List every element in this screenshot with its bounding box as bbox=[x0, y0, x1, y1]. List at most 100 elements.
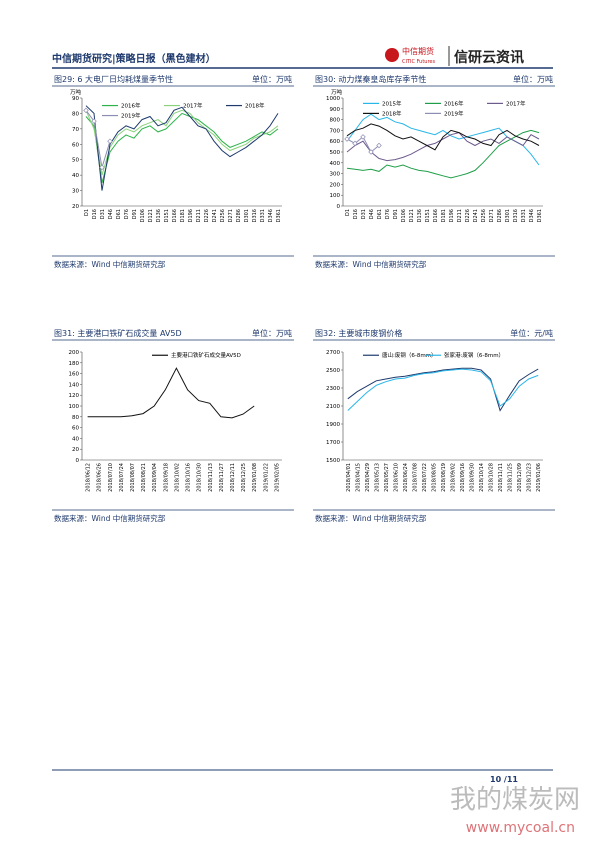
x-tick-label: 2019/01/22 bbox=[263, 463, 269, 492]
x-tick-label: 2018/08/07 bbox=[130, 463, 136, 492]
chart-unit: 单位：万吨 bbox=[252, 74, 292, 84]
x-tick-label: D166 bbox=[433, 209, 439, 222]
x-tick-label: D166 bbox=[172, 209, 178, 222]
x-tick-label: D241 bbox=[473, 209, 479, 222]
y-tick-label: 500 bbox=[330, 150, 341, 156]
logo-icon bbox=[385, 48, 399, 62]
x-tick-label: D151 bbox=[425, 209, 431, 222]
y-tick-label: 80 bbox=[72, 111, 79, 117]
y-tick-label: 0 bbox=[337, 204, 341, 210]
y-tick-label: 90 bbox=[72, 96, 79, 102]
x-tick-label: 2018/04/29 bbox=[365, 463, 371, 492]
x-tick-label: 2018/11/11 bbox=[498, 463, 504, 492]
x-tick-label: 2018/06/12 bbox=[86, 463, 92, 492]
chart-title: 图32: 主要城市废钢价格 bbox=[315, 328, 402, 338]
x-tick-label: D211 bbox=[196, 209, 202, 222]
series-line bbox=[85, 109, 279, 176]
x-tick-label: 2019/01/06 bbox=[536, 463, 542, 492]
legend-label: 唐山:废钢（6-8mm） bbox=[382, 351, 437, 359]
source: 数据来源：Wind 中信期货研究部 bbox=[54, 513, 166, 523]
series-line bbox=[87, 367, 255, 419]
x-tick-label: D16 bbox=[92, 209, 98, 219]
y-tick-label: 900 bbox=[330, 107, 341, 113]
legend-label: 2019年 bbox=[444, 109, 464, 117]
x-tick-label: D151 bbox=[164, 209, 170, 222]
logo: 中信期货 bbox=[402, 46, 434, 56]
x-tick-label: 2018/12/25 bbox=[241, 463, 247, 492]
logo-en: CITIC Futures bbox=[402, 59, 435, 65]
x-tick-label: D46 bbox=[369, 209, 375, 219]
x-tick-label: D286 bbox=[236, 209, 242, 222]
x-tick-label: 2019/01/08 bbox=[252, 463, 258, 492]
x-tick-label: 2018/10/02 bbox=[174, 463, 180, 492]
x-tick-label: D91 bbox=[132, 209, 138, 219]
x-tick-label: D181 bbox=[441, 209, 447, 222]
y-tick-label: 1700 bbox=[326, 440, 340, 446]
y-tick-label: 80 bbox=[72, 415, 79, 421]
y-tick-label: 2300 bbox=[326, 386, 340, 392]
x-tick-label: D106 bbox=[140, 209, 146, 222]
x-tick-label: 2018/11/27 bbox=[219, 463, 225, 492]
series-marker bbox=[344, 136, 350, 142]
x-tick-label: D196 bbox=[188, 209, 194, 222]
y-tick-label: 1000 bbox=[326, 96, 340, 102]
series-line bbox=[346, 129, 540, 179]
x-tick-label: D301 bbox=[505, 209, 511, 222]
x-tick-label: 2018/12/09 bbox=[517, 463, 523, 492]
chart-title: 图30: 动力煤秦皇岛库存季节性 bbox=[315, 74, 426, 84]
x-tick-label: 2018/10/16 bbox=[186, 463, 192, 492]
x-tick-label: 2018/07/08 bbox=[412, 463, 418, 492]
x-tick-label: D241 bbox=[212, 209, 218, 222]
chart-title: 图29: 6 大电厂日均耗煤量季节性 bbox=[54, 74, 173, 84]
y-tick-label: 2700 bbox=[326, 350, 340, 356]
x-tick-label: D46 bbox=[108, 209, 114, 219]
y-tick-label: 40 bbox=[72, 436, 79, 442]
y-axis-label: 万吨 bbox=[70, 88, 82, 96]
x-tick-label: D331 bbox=[521, 209, 527, 222]
y-tick-label: 50 bbox=[72, 158, 79, 164]
x-tick-label: 2018/10/14 bbox=[479, 463, 485, 492]
x-tick-label: D211 bbox=[457, 209, 463, 222]
x-tick-label: D286 bbox=[497, 209, 503, 222]
x-tick-label: D76 bbox=[385, 209, 391, 219]
y-tick-label: 800 bbox=[330, 118, 341, 124]
x-tick-label: D136 bbox=[156, 209, 162, 222]
legend-label: 张家港:废钢（6-8mm） bbox=[444, 351, 504, 359]
y-tick-label: 140 bbox=[69, 382, 80, 388]
y-tick-label: 20 bbox=[72, 447, 79, 453]
x-tick-label: D361 bbox=[537, 209, 543, 222]
x-tick-label: D331 bbox=[260, 209, 266, 222]
x-tick-label: 2018/07/10 bbox=[108, 463, 114, 492]
x-tick-label: D181 bbox=[180, 209, 186, 222]
x-tick-label: D1 bbox=[84, 209, 90, 216]
y-tick-label: 70 bbox=[72, 127, 79, 133]
x-tick-label: 2018/09/30 bbox=[470, 463, 476, 492]
x-tick-label: D31 bbox=[100, 209, 106, 219]
x-tick-label: 2019/02/05 bbox=[274, 463, 280, 492]
series-line bbox=[346, 132, 540, 162]
y-tick-label: 200 bbox=[330, 182, 341, 188]
legend-label: 2019年 bbox=[121, 112, 141, 120]
y-tick-label: 400 bbox=[330, 161, 341, 167]
series-line bbox=[85, 110, 111, 168]
y-tick-label: 180 bbox=[69, 361, 80, 367]
x-tick-label: D121 bbox=[409, 209, 415, 222]
x-tick-label: D61 bbox=[116, 209, 122, 219]
x-tick-label: D76 bbox=[124, 209, 130, 219]
x-tick-label: D256 bbox=[481, 209, 487, 222]
legend-label: 2016年 bbox=[444, 99, 464, 107]
x-tick-label: D226 bbox=[204, 209, 210, 222]
y-tick-label: 2100 bbox=[326, 404, 340, 410]
legend-label: 2017年 bbox=[183, 102, 203, 110]
x-tick-label: 2018/11/13 bbox=[208, 463, 214, 492]
y-tick-label: 200 bbox=[69, 350, 80, 356]
x-tick-label: D361 bbox=[276, 209, 282, 222]
legend-label: 2015年 bbox=[382, 99, 402, 107]
y-tick-label: 1500 bbox=[326, 458, 340, 464]
x-tick-label: 2018/08/05 bbox=[431, 463, 437, 492]
x-tick-label: D16 bbox=[353, 209, 359, 219]
x-tick-label: D106 bbox=[401, 209, 407, 222]
y-tick-label: 60 bbox=[72, 426, 79, 432]
y-tick-label: 600 bbox=[330, 139, 341, 145]
